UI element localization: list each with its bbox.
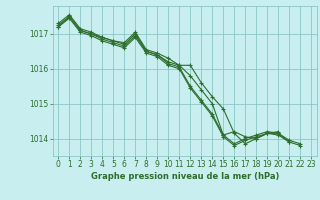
X-axis label: Graphe pression niveau de la mer (hPa): Graphe pression niveau de la mer (hPa): [91, 172, 279, 181]
